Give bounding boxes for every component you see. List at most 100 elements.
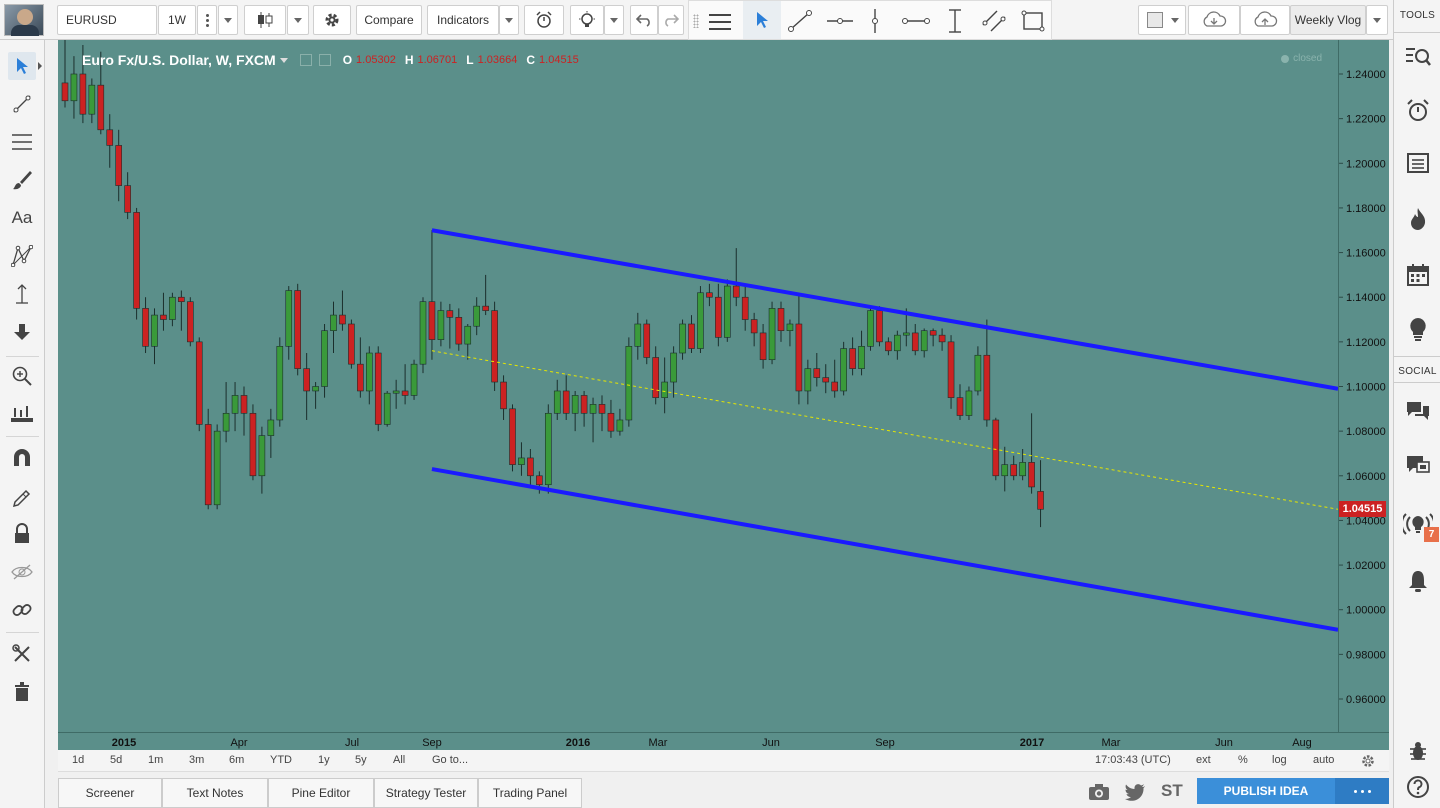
trend-line-tool[interactable] xyxy=(787,9,813,33)
tweet-button[interactable] xyxy=(1124,783,1146,804)
ext-toggle[interactable]: ext xyxy=(1196,754,1211,766)
measure-ruler-tool[interactable] xyxy=(8,400,36,428)
tab-text-notes[interactable]: Text Notes xyxy=(162,778,268,808)
auto-toggle[interactable]: auto xyxy=(1313,754,1335,766)
price-axis[interactable]: 1.24000 1.22000 1.20000 1.18000 1.16000 1.140… xyxy=(1338,40,1389,732)
cursor-tool-button[interactable] xyxy=(8,52,36,80)
range-ytd[interactable]: YTD xyxy=(270,754,292,766)
time-axis[interactable]: 2015 Apr Jul Sep 2016 Mar Jun Sep 2017 Mar Jun Aug xyxy=(58,732,1389,750)
indicators-dropdown[interactable] xyxy=(499,5,519,35)
range-5y[interactable]: 5y xyxy=(355,754,367,766)
vertical-line-tool[interactable] xyxy=(865,7,885,35)
save-layout-button[interactable] xyxy=(1240,5,1290,35)
delete-drawings-button[interactable] xyxy=(8,678,36,706)
drag-handle-icon[interactable] xyxy=(693,14,699,28)
trend-line-tool[interactable] xyxy=(8,90,36,118)
tab-screener[interactable]: Screener xyxy=(58,778,162,808)
lock-tool[interactable] xyxy=(8,520,36,548)
hide-drawings-tool[interactable] xyxy=(8,558,36,586)
range-1m[interactable]: 1m xyxy=(148,754,164,766)
snapshot-button[interactable] xyxy=(1088,782,1110,805)
chevron-down-icon[interactable] xyxy=(279,57,288,63)
horizontal-ray-tool[interactable] xyxy=(901,9,931,33)
compare-button[interactable]: Compare xyxy=(356,5,422,35)
chart-canvas[interactable] xyxy=(58,40,1338,732)
user-avatar[interactable] xyxy=(4,4,44,36)
icons-tool[interactable] xyxy=(8,318,36,346)
range-1d[interactable]: 1d xyxy=(72,754,85,766)
candle-down xyxy=(97,84,105,131)
ideas-dropdown[interactable] xyxy=(604,5,624,35)
fib-tool[interactable] xyxy=(8,128,36,156)
parallel-channel-tool[interactable] xyxy=(981,9,1007,33)
interval-more-icon[interactable] xyxy=(197,5,217,35)
ideas-stream-button[interactable] xyxy=(1403,314,1433,344)
ideas-button[interactable] xyxy=(570,5,604,35)
tab-strategy-tester[interactable]: Strategy Tester xyxy=(374,778,478,808)
layout-name-button[interactable]: Weekly Vlog xyxy=(1290,5,1366,35)
range-all[interactable]: All xyxy=(393,754,406,766)
chart-pane[interactable]: Euro Fx/U.S. Dollar, W, FXCM O 1.05302 H… xyxy=(58,40,1338,732)
tab-trading-panel[interactable]: Trading Panel xyxy=(478,778,582,808)
cursor-submenu-icon[interactable] xyxy=(38,62,42,70)
zoom-tool[interactable] xyxy=(8,362,36,390)
legend-close-icon[interactable] xyxy=(318,54,331,66)
magnet-tool[interactable] xyxy=(8,444,36,472)
price-tick-label: 1.18000 xyxy=(1346,203,1386,215)
chart-type-dropdown[interactable] xyxy=(287,5,309,35)
redo-button[interactable] xyxy=(658,5,684,35)
load-layout-button[interactable] xyxy=(1188,5,1240,35)
chart-type-button[interactable] xyxy=(244,5,286,35)
parallel-channel-icon xyxy=(982,10,1006,32)
candle-up xyxy=(625,346,633,421)
remove-tools-button[interactable] xyxy=(8,640,36,668)
indicators-button[interactable]: Indicators xyxy=(427,5,499,35)
tab-pine-editor[interactable]: Pine Editor xyxy=(268,778,374,808)
undo-button[interactable] xyxy=(630,5,658,35)
range-5d[interactable]: 5d xyxy=(110,754,123,766)
layout-dropdown[interactable] xyxy=(1366,5,1388,35)
notifications-button[interactable] xyxy=(1403,566,1433,596)
range-1y[interactable]: 1y xyxy=(318,754,330,766)
data-window-button[interactable] xyxy=(1403,148,1433,178)
stocktwits-button[interactable]: ST xyxy=(1161,781,1183,800)
hotlist-button[interactable] xyxy=(1403,204,1433,234)
range-3m[interactable]: 3m xyxy=(189,754,205,766)
percent-toggle[interactable]: % xyxy=(1238,754,1248,766)
interval-button[interactable]: 1W xyxy=(158,5,196,35)
interval-dropdown[interactable] xyxy=(218,5,238,35)
range-6m[interactable]: 6m xyxy=(229,754,245,766)
publish-more-button[interactable] xyxy=(1335,778,1389,804)
text-tool[interactable]: Aa xyxy=(11,208,33,227)
stay-in-drawing-mode-tool[interactable] xyxy=(8,482,36,510)
horizontal-line-tool[interactable] xyxy=(825,9,855,33)
goto-button[interactable]: Go to... xyxy=(432,754,469,766)
symbol-input[interactable]: EURUSD xyxy=(57,5,157,35)
sync-drawings-tool[interactable] xyxy=(8,596,36,624)
publish-idea-button[interactable]: PUBLISH IDEA xyxy=(1197,778,1335,804)
alert-button[interactable] xyxy=(524,5,564,35)
measure-tool[interactable] xyxy=(8,280,36,308)
private-chats-button[interactable] xyxy=(1403,450,1433,480)
color-theme-button[interactable] xyxy=(1138,5,1186,35)
chart-title[interactable]: Euro Fx/U.S. Dollar, W, FXCM xyxy=(82,52,276,68)
price-range-tool[interactable] xyxy=(945,7,965,35)
menu-icon[interactable] xyxy=(709,13,731,30)
watchlist-button[interactable] xyxy=(1403,42,1433,72)
arrow-down-icon xyxy=(14,324,30,340)
settings-button[interactable] xyxy=(313,5,351,35)
cursor-tool-button[interactable] xyxy=(743,1,781,39)
rectangle-tool[interactable] xyxy=(1021,9,1045,33)
help-button[interactable] xyxy=(1403,772,1433,802)
pattern-tool[interactable] xyxy=(8,242,36,270)
bug-report-button[interactable] xyxy=(1403,736,1433,766)
chats-button[interactable] xyxy=(1403,396,1433,426)
brush-tool[interactable] xyxy=(8,166,36,194)
log-toggle[interactable]: log xyxy=(1272,754,1287,766)
alerts-button[interactable] xyxy=(1403,96,1433,126)
clock[interactable]: 17:03:43 (UTC) xyxy=(1095,754,1171,766)
candle-up xyxy=(70,73,78,102)
chart-properties-button[interactable] xyxy=(1360,753,1376,772)
legend-settings-icon[interactable] xyxy=(299,54,312,66)
calendar-button[interactable] xyxy=(1403,260,1433,290)
